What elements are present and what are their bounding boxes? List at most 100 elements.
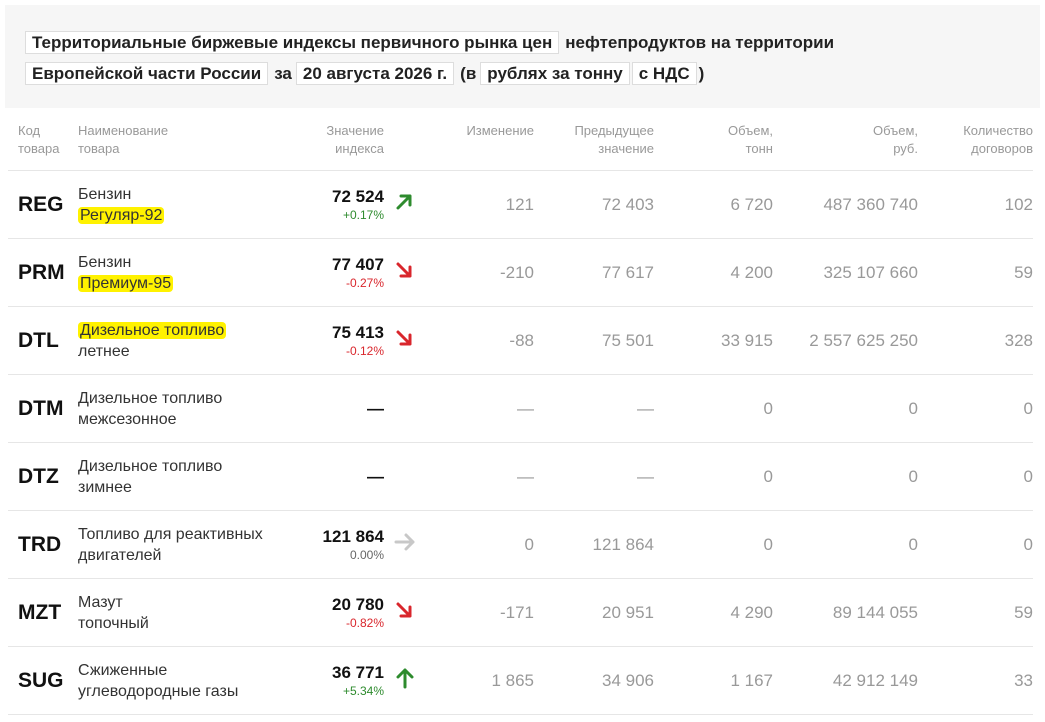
title-part: за	[274, 64, 292, 83]
index-table: Код товара Наименование товара Значение индек…	[8, 112, 1033, 715]
previous: 75 501	[534, 306, 654, 375]
index-change-pct: +5.34%	[342, 683, 384, 698]
table-row: DTM Дизельное топливо межсезонное — — — 0 0 0	[8, 374, 1033, 443]
product-name: Дизельное топливо зимнее	[78, 442, 300, 511]
column-header: Предыдущее значение	[534, 112, 654, 171]
trend-arrow-cell	[384, 170, 426, 239]
volume-t-text: 4 200	[730, 262, 773, 282]
trend-arrow-cell	[384, 306, 426, 375]
product-code: REG	[8, 170, 78, 239]
volume-t-text: 0	[763, 398, 773, 418]
trend-arrow-cell	[384, 238, 426, 307]
trend-arrow	[396, 262, 412, 278]
product-name: Бензин Регуляр-92	[78, 170, 300, 239]
index-change-pct: -0.12%	[345, 343, 384, 358]
column-header-text: Изменение	[466, 123, 534, 138]
product-name: Бензин Премиум-95	[78, 238, 300, 307]
product-name: Сжиженные углеводородные газы	[78, 646, 300, 715]
trend-arrow	[394, 533, 415, 551]
index-number: —	[367, 466, 384, 486]
column-header-text: Предыдущее	[574, 123, 654, 138]
trend-arrow-cell	[384, 510, 426, 579]
index-number: 36 771	[332, 662, 384, 682]
contracts-text: 102	[1004, 194, 1033, 214]
volume-rub-text: 2 557 625 250	[809, 330, 918, 350]
volume-t: 0	[654, 510, 773, 579]
change-text: —	[517, 466, 534, 486]
volume-rub: 0	[773, 442, 918, 511]
volume-rub-text: 89 144 055	[832, 602, 918, 622]
volume-t-text: 0	[763, 534, 773, 554]
product-name-line: Топливо для реактивных	[78, 525, 263, 543]
index-value: 36 771 +5.34%	[300, 646, 384, 715]
arrow-path	[396, 194, 412, 210]
column-header-text: Наименование	[78, 123, 169, 138]
product-name-line: Бензин	[78, 253, 132, 271]
product-name: Дизельное топливо летнее	[78, 306, 300, 375]
column-header: Количество договоров	[918, 112, 1033, 171]
product-name: Дизельное топливо межсезонное	[78, 374, 300, 443]
trend-arrow-cell	[384, 442, 426, 511]
change: 0	[426, 510, 534, 579]
volume-t-text: 0	[763, 466, 773, 486]
table-row: SUG Сжиженные углеводородные газы 36 771 +5.…	[8, 646, 1033, 715]
contracts-text: 59	[1014, 602, 1033, 622]
change: —	[426, 442, 534, 511]
volume-rub-text: 325 107 660	[823, 262, 918, 282]
product-name-line: Дизельное топливо	[78, 457, 223, 475]
arrow-path	[396, 330, 412, 346]
previous-text: —	[637, 398, 654, 418]
title-part: 20 августа 2026 г.	[295, 62, 455, 85]
product-name-line: двигателей	[78, 546, 162, 564]
product-code: SUG	[8, 646, 78, 715]
previous-text: 34 906	[602, 670, 654, 690]
index-number: 20 780	[332, 594, 384, 614]
change-text: 121	[505, 194, 534, 214]
change: -88	[426, 306, 534, 375]
index-change-pct: -0.82%	[345, 615, 384, 630]
volume-t: 6 720	[654, 170, 773, 239]
volume-rub: 42 912 149	[773, 646, 918, 715]
column-header-text: товара	[18, 141, 60, 156]
change-text: —	[517, 398, 534, 418]
previous: —	[534, 374, 654, 443]
trend-arrow-cell	[384, 374, 426, 443]
table-row: PRM Бензин Премиум-95 77 407 -0.27% -210 77 61…	[8, 238, 1033, 307]
contracts: 59	[918, 238, 1033, 307]
product-name-line: зимнее	[78, 478, 132, 496]
product-name-line: Сжиженные	[78, 661, 168, 679]
change-text: -210	[499, 262, 534, 282]
column-header: Изменение	[426, 112, 534, 171]
previous-text: 75 501	[602, 330, 654, 350]
contracts: 0	[918, 374, 1033, 443]
volume-t: 0	[654, 442, 773, 511]
product-name: Топливо для реактивных двигателей	[78, 510, 300, 579]
volume-rub: 0	[773, 510, 918, 579]
product-code: DTL	[8, 306, 78, 375]
column-header: Объем, руб.	[773, 112, 918, 171]
column-header: Значение индекса	[300, 112, 384, 171]
previous: 121 864	[534, 510, 654, 579]
title-part: )	[698, 64, 705, 83]
index-number: —	[367, 398, 384, 418]
change: 1 865	[426, 646, 534, 715]
previous-text: —	[637, 466, 654, 486]
title: Территориальные биржевые индексы первичн…	[25, 27, 1025, 89]
table-row: REG Бензин Регуляр-92 72 524 +0.17% 121 72 403…	[8, 170, 1033, 239]
product-name-line: межсезонное	[78, 410, 177, 428]
table-row: MZT Мазут топочный 20 780 -0.82% -171 20 951 4 …	[8, 578, 1033, 647]
product-name-line: Мазут	[78, 593, 123, 611]
contracts: 33	[918, 646, 1033, 715]
column-header-text: договоров	[971, 141, 1033, 156]
previous: 77 617	[534, 238, 654, 307]
contracts-text: 0	[1023, 466, 1033, 486]
arrow-path	[396, 262, 412, 278]
contracts-text: 59	[1014, 262, 1033, 282]
column-header: Наименование товара	[78, 112, 300, 171]
product-name-line: Дизельное топливо	[78, 389, 223, 407]
trend-arrow-cell	[384, 578, 426, 647]
volume-rub-text: 0	[908, 398, 918, 418]
change-text: -88	[509, 330, 534, 350]
volume-rub-text: 42 912 149	[832, 670, 918, 690]
column-header-text: индекса	[335, 141, 384, 156]
